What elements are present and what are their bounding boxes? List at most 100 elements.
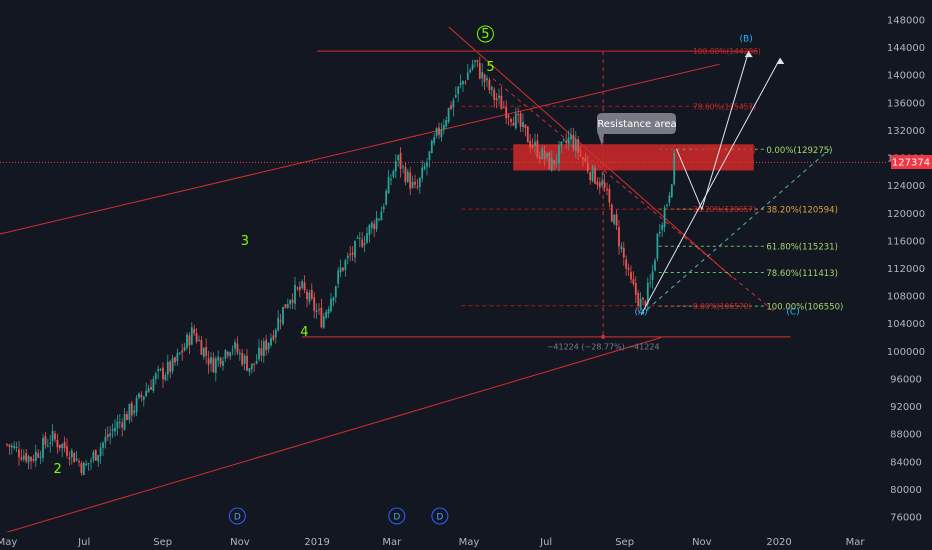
candle-body [512, 122, 515, 126]
candle-body [250, 363, 253, 370]
wave-5-circle [476, 25, 494, 43]
candle-body [399, 152, 402, 169]
candle-body [397, 155, 400, 161]
candle-body [505, 107, 508, 119]
fib-level-label: 0.00%(129275) [766, 146, 832, 156]
candle-body [226, 352, 229, 356]
fib-level-label: 38.20%(120594) [766, 206, 838, 216]
dividend-marker-circle[interactable] [431, 507, 449, 525]
candle-body [178, 352, 181, 354]
candle-body [591, 165, 594, 182]
candle-body [248, 368, 251, 372]
time-tick-label: Nov [230, 537, 250, 548]
candle-body [498, 95, 500, 98]
arrowhead-a [776, 57, 785, 64]
candle-body [334, 286, 337, 298]
candle-body [135, 398, 138, 413]
time-axis[interactable]: May Jul Sep Nov 2019 Mar May Jul Sep Nov 2020 Mar [0, 532, 932, 550]
candle-body [8, 444, 11, 447]
candle-body [531, 145, 534, 148]
candle-body [474, 60, 476, 63]
labels-layer: 2 3 4 5 5 (B) (A) (C) D D D [53, 25, 800, 525]
candle-body [663, 207, 666, 228]
candle-body [85, 463, 88, 466]
projection-path-c [640, 148, 831, 316]
candle-body [301, 281, 304, 289]
projection-path-a [640, 57, 781, 315]
candle-body [608, 188, 611, 203]
candle-body [517, 114, 520, 116]
dividend-marker-circle[interactable] [388, 507, 406, 525]
time-tick-label: 2020 [766, 537, 791, 548]
price-tick-label: 96000 [890, 374, 922, 385]
candle-body [586, 163, 589, 172]
candle-body [651, 271, 654, 280]
candle-body [546, 153, 548, 158]
candle-body [327, 308, 330, 314]
candle-body [567, 137, 570, 145]
candles-layer [6, 56, 676, 476]
candle-body [654, 260, 656, 271]
candle-body [349, 254, 352, 256]
candle-body [154, 373, 157, 379]
candle-body [478, 62, 481, 79]
price-tick-label: 104000 [887, 319, 925, 330]
price-tick-label: 116000 [887, 236, 925, 247]
resistance-callout[interactable]: Resistance area [597, 113, 677, 146]
candle-body [171, 357, 174, 372]
trendlines-layer: −41224 (−28.77%) −41224 [0, 26, 888, 535]
candle-body [322, 316, 325, 328]
elliott-wave-label: 3 [241, 234, 249, 249]
candle-body [346, 255, 349, 259]
candle-body [462, 81, 464, 85]
candle-body [162, 367, 164, 380]
candle-body [440, 129, 443, 138]
candle-body [145, 390, 148, 397]
candle-body [222, 361, 224, 366]
candle-body [130, 402, 133, 416]
candle-body [157, 369, 160, 371]
candle-body [66, 446, 68, 456]
candle-body [198, 339, 200, 341]
candle-body [279, 320, 282, 322]
price-tick-label: 108000 [887, 292, 925, 303]
candle-body [536, 140, 539, 158]
candle-body [255, 361, 258, 364]
candle-body [274, 330, 277, 338]
candle-body [193, 329, 196, 334]
candle-body [630, 272, 632, 280]
candle-body [615, 214, 618, 226]
candle-body [231, 349, 234, 351]
fib-extension-label: 78.60%(135457) [693, 102, 756, 111]
candle-body [370, 222, 373, 228]
candle-body [111, 429, 114, 431]
candle-body [613, 215, 616, 224]
candle-body [32, 458, 35, 461]
candle-body [219, 358, 222, 365]
candle-body [666, 204, 668, 206]
candle-body [289, 300, 292, 305]
candle-body [282, 306, 284, 325]
candle-body [176, 353, 179, 362]
price-tick-label: 100000 [887, 347, 925, 358]
candle-body [658, 231, 661, 234]
fib-extension-label: 38.20%(120657) [693, 205, 756, 214]
candle-body [63, 441, 66, 449]
candle-body [481, 72, 484, 79]
candle-body [186, 334, 188, 348]
candle-body [68, 457, 71, 460]
price-axis[interactable]: 76000 80000 84000 88000 92000 96000 100000 1040… [887, 0, 932, 532]
candle-body [555, 161, 558, 163]
candle-body [610, 204, 613, 222]
dividend-marker-circle[interactable] [228, 507, 246, 525]
projection-path-b [676, 50, 750, 211]
fib-extension-label: 61.80%(129317) [693, 145, 756, 154]
candle-body [627, 268, 630, 270]
candle-body [426, 162, 428, 167]
price-tick-label: 120000 [887, 209, 925, 220]
candle-body [207, 358, 210, 365]
candle-body [541, 148, 544, 160]
candle-body [668, 195, 671, 203]
